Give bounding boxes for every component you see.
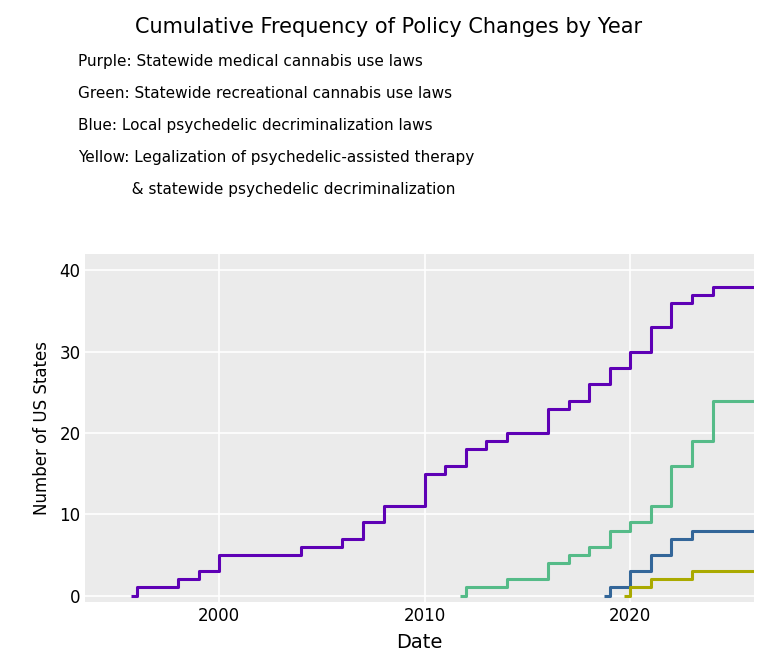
Text: Cumulative Frequency of Policy Changes by Year: Cumulative Frequency of Policy Changes b… — [135, 17, 642, 37]
Y-axis label: Number of US States: Number of US States — [33, 341, 51, 515]
Text: Green: Statewide recreational cannabis use laws: Green: Statewide recreational cannabis u… — [78, 86, 451, 100]
Text: Yellow: Legalization of psychedelic-assisted therapy: Yellow: Legalization of psychedelic-assi… — [78, 150, 474, 165]
Text: & statewide psychedelic decriminalization: & statewide psychedelic decriminalizatio… — [78, 182, 455, 197]
Text: Purple: Statewide medical cannabis use laws: Purple: Statewide medical cannabis use l… — [78, 54, 423, 68]
X-axis label: Date: Date — [396, 634, 443, 652]
Text: Blue: Local psychedelic decriminalization laws: Blue: Local psychedelic decriminalizatio… — [78, 118, 432, 132]
